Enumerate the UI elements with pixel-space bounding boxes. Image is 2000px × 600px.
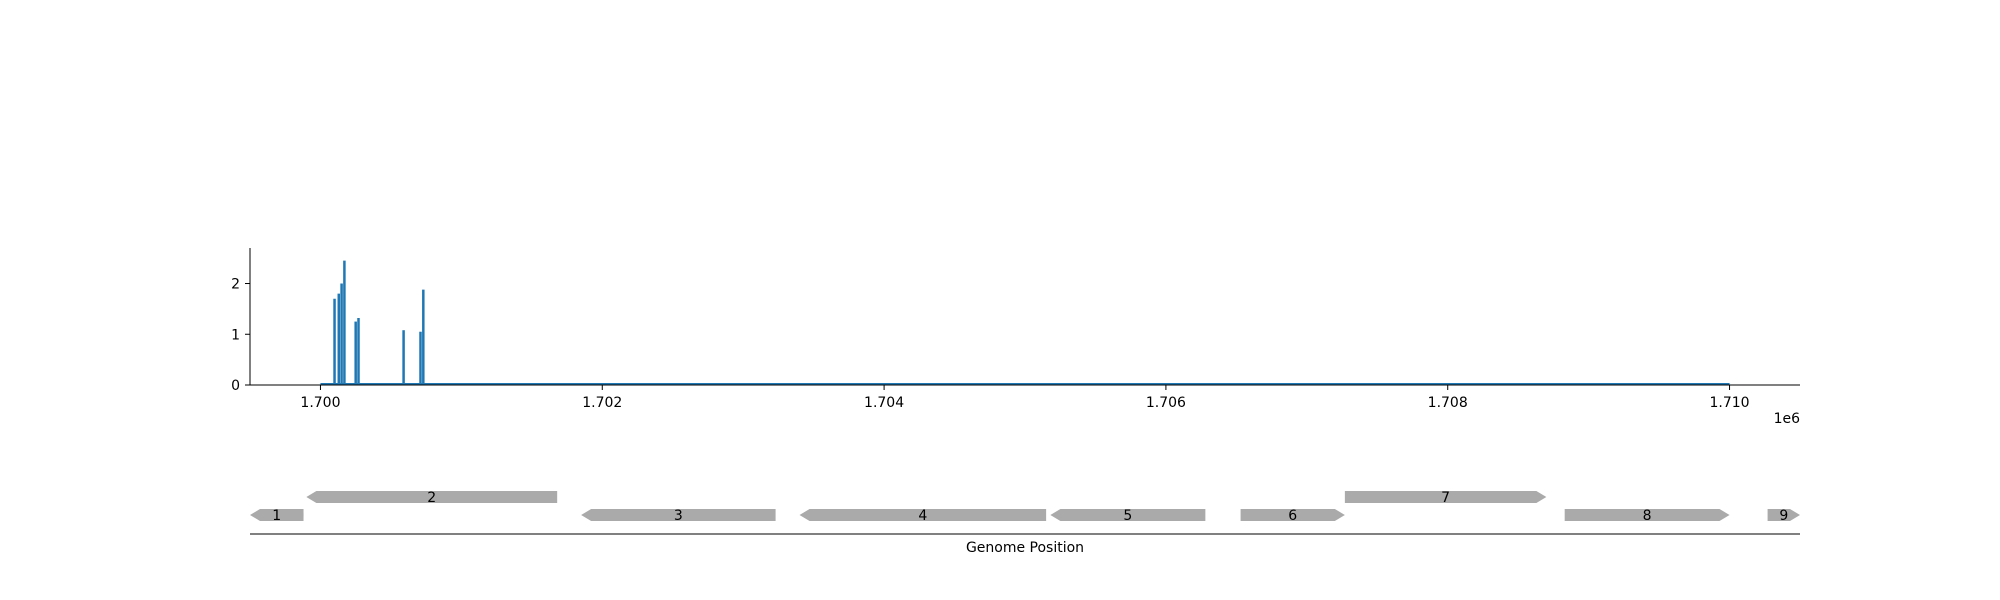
gene-label: 4 bbox=[918, 508, 927, 524]
gene-label: 6 bbox=[1288, 508, 1297, 524]
gene-arrows: 1 2 3 4 5 6 7 8 9 bbox=[250, 490, 1800, 524]
gene-label: 5 bbox=[1123, 508, 1132, 524]
gene-arrow bbox=[581, 509, 776, 521]
x-tick-label: 1.710 bbox=[1709, 395, 1749, 411]
gene-arrow bbox=[1564, 509, 1730, 521]
gene-label: 3 bbox=[674, 508, 683, 524]
coverage-plot: 1.700 1.702 1.704 1.706 1.708 1.710 0 1 2 1e6 bbox=[231, 248, 1800, 427]
gene-label: 8 bbox=[1643, 508, 1652, 524]
x-tick-label: 1.706 bbox=[1146, 395, 1186, 411]
x-axis-ticks: 1.700 1.702 1.704 1.706 1.708 1.710 bbox=[300, 385, 1750, 411]
gene-label: 1 bbox=[272, 508, 281, 524]
y-tick-label: 0 bbox=[231, 378, 240, 394]
gene-arrow bbox=[306, 491, 558, 503]
gene-arrow bbox=[1344, 491, 1547, 503]
gene-arrow bbox=[1767, 509, 1800, 521]
y-tick-label: 2 bbox=[231, 277, 240, 293]
gene-label: 9 bbox=[1779, 508, 1788, 524]
y-tick-label: 1 bbox=[231, 327, 240, 343]
x-tick-label: 1.700 bbox=[300, 395, 340, 411]
x-axis-offset-label: 1e6 bbox=[1774, 411, 1801, 427]
gene-arrow bbox=[1240, 509, 1345, 521]
y-axis-ticks: 0 1 2 bbox=[231, 277, 250, 394]
x-tick-label: 1.708 bbox=[1428, 395, 1468, 411]
coverage-bars bbox=[333, 260, 425, 385]
gene-label: 2 bbox=[427, 490, 436, 506]
gene-label: 7 bbox=[1441, 490, 1450, 506]
gene-arrow bbox=[250, 509, 304, 521]
gene-track-axis-title: Genome Position bbox=[966, 540, 1084, 556]
gene-track: 1 2 3 4 5 6 7 8 9 Genome Position bbox=[250, 490, 1800, 556]
gene-arrow bbox=[799, 509, 1047, 521]
x-tick-label: 1.702 bbox=[582, 395, 622, 411]
x-tick-label: 1.704 bbox=[864, 395, 904, 411]
gene-arrow bbox=[1050, 509, 1206, 521]
